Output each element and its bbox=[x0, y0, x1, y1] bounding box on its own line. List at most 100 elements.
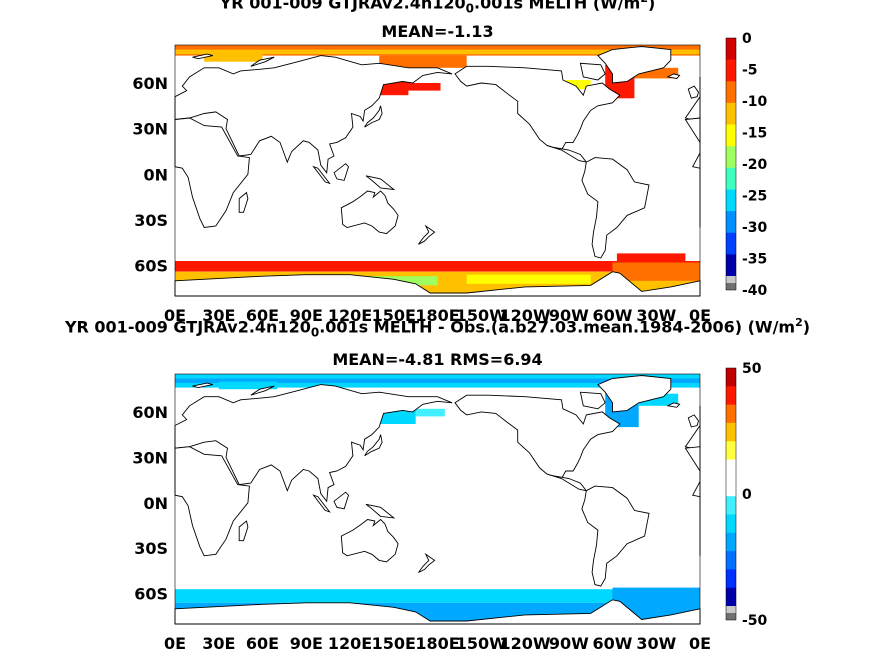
x-tick-label: 60E bbox=[246, 306, 279, 325]
y-tick-label: 0N bbox=[143, 494, 168, 513]
colorbar-swatch bbox=[726, 189, 736, 212]
x-tick-label: 120E bbox=[328, 306, 372, 325]
continent-eurasia bbox=[174, 384, 453, 503]
colorbar-swatch bbox=[726, 477, 736, 497]
x-tick-label: 90E bbox=[290, 634, 323, 653]
land-iceland bbox=[666, 402, 681, 408]
x-tick-label: 30E bbox=[202, 634, 235, 653]
y-tick-label: 60S bbox=[134, 585, 168, 604]
weddell-edge bbox=[616, 253, 686, 263]
y-tick-label: 30S bbox=[134, 539, 168, 558]
land-novaya bbox=[250, 56, 275, 67]
land-nam bbox=[454, 65, 621, 151]
weddell-sea bbox=[612, 262, 700, 281]
continents bbox=[174, 375, 701, 625]
colorbar-tick-label: -20 bbox=[742, 157, 768, 173]
island-uk bbox=[687, 85, 699, 99]
colorbar-frame bbox=[725, 367, 737, 621]
colorbar-tick-label: 0 bbox=[742, 487, 752, 503]
x-tick-label: 0E bbox=[689, 306, 711, 325]
x-tick-label: 60W bbox=[593, 306, 633, 325]
colorbar-frame bbox=[725, 37, 737, 291]
colorbar-swatch bbox=[726, 254, 736, 277]
colorbar-swatch bbox=[726, 368, 736, 387]
colorbar-tick-label: 0 bbox=[742, 31, 752, 47]
barents-sea bbox=[218, 381, 278, 390]
land-baffin bbox=[579, 62, 606, 81]
colorbar-swatch bbox=[726, 551, 736, 570]
x-tick-label: 180E bbox=[415, 306, 459, 325]
colorbar-swatch bbox=[726, 404, 736, 424]
x-tick-label: 0E bbox=[689, 634, 711, 653]
colorbar-swatch bbox=[726, 532, 736, 552]
x-tick-label: 0E bbox=[164, 634, 186, 653]
y-tick-label: 30N bbox=[132, 120, 168, 139]
colorbar-tick-label: -30 bbox=[742, 220, 768, 236]
map-frame bbox=[174, 373, 701, 625]
amundsen-sea bbox=[466, 274, 591, 284]
colorbar-swatch bbox=[726, 514, 736, 534]
panel2-title: YR 001-009 GTJRAv2.4n1200.001s MELTH - O… bbox=[64, 316, 811, 340]
land-sam bbox=[581, 157, 650, 259]
land-borneo bbox=[333, 491, 350, 510]
x-tick-label: 150W bbox=[456, 306, 507, 325]
land-greenland bbox=[597, 46, 672, 84]
land-nz bbox=[418, 552, 436, 573]
x-tick-label: 30W bbox=[636, 306, 676, 325]
barents-sea bbox=[204, 52, 263, 62]
map-panel-2: 60N 30N 0N 30S 60S 0E 30E 60E 90E 120E 150E 180E150… bbox=[132, 373, 711, 653]
x-tick-label: 90W bbox=[549, 306, 589, 325]
y-tick-label: 30N bbox=[132, 448, 168, 467]
land-svalbard bbox=[192, 53, 214, 60]
land-novaya bbox=[250, 385, 275, 396]
colorbar-tick-label: -35 bbox=[742, 252, 767, 268]
colorbar-swatch bbox=[726, 38, 736, 61]
weddell-sea bbox=[612, 587, 700, 609]
colorbar-swatch bbox=[726, 81, 736, 104]
greenland-sea bbox=[634, 67, 679, 79]
hudson-bay bbox=[565, 80, 591, 90]
land-greenland bbox=[597, 375, 672, 413]
land-japan bbox=[364, 105, 383, 128]
x-tick-label: 30E bbox=[202, 306, 235, 325]
colorbar-swatch bbox=[726, 102, 736, 126]
x-tick-label: 90W bbox=[549, 634, 589, 653]
colorbar-swatch bbox=[726, 386, 736, 406]
colorbar-swatch bbox=[726, 232, 736, 255]
x-tick-label: 30W bbox=[636, 634, 676, 653]
colorbar-swatch bbox=[726, 146, 736, 169]
colorbar-swatch bbox=[726, 587, 736, 607]
x-tick-label: 60W bbox=[593, 634, 633, 653]
panel2-subtitle: MEAN=-4.81 RMS=6.94 bbox=[332, 350, 543, 369]
y-tick-label: 0N bbox=[143, 165, 168, 184]
x-tick-label: 150W bbox=[456, 634, 507, 653]
land-nam bbox=[454, 394, 621, 480]
colorbar-swatch bbox=[726, 441, 736, 461]
land-newguinea bbox=[365, 175, 396, 191]
bering-sea bbox=[386, 83, 441, 91]
continents bbox=[174, 46, 701, 297]
colorbar-tick-label: -25 bbox=[742, 189, 767, 205]
y-tick-label: 60N bbox=[132, 403, 168, 422]
colorbar-2: 50 0 -50 bbox=[725, 361, 768, 629]
land-australia bbox=[340, 190, 399, 235]
east-siberian-sea bbox=[379, 55, 467, 68]
x-tick-label: 150E bbox=[372, 634, 416, 653]
x-tick-label: 120W bbox=[499, 634, 550, 653]
colorbar-under bbox=[726, 606, 736, 613]
land-madagascar bbox=[238, 520, 249, 542]
land-iceland bbox=[666, 73, 681, 79]
land-japan bbox=[364, 434, 383, 457]
colorbar-swatch bbox=[726, 569, 736, 589]
land-centam bbox=[546, 473, 588, 492]
map-frame bbox=[174, 44, 701, 297]
southern-ice-edge bbox=[175, 589, 700, 603]
colorbar-swatch bbox=[726, 459, 736, 479]
x-tick-label: 90E bbox=[290, 306, 323, 325]
colorbar-under bbox=[726, 276, 736, 283]
colorbar-swatch bbox=[726, 211, 736, 234]
panel1-subtitle: MEAN=-1.13 bbox=[381, 22, 494, 41]
colorbar-tick-label: -40 bbox=[742, 283, 768, 299]
x-tick-label: 0E bbox=[164, 306, 186, 325]
y-tick-label: 30S bbox=[134, 211, 168, 230]
